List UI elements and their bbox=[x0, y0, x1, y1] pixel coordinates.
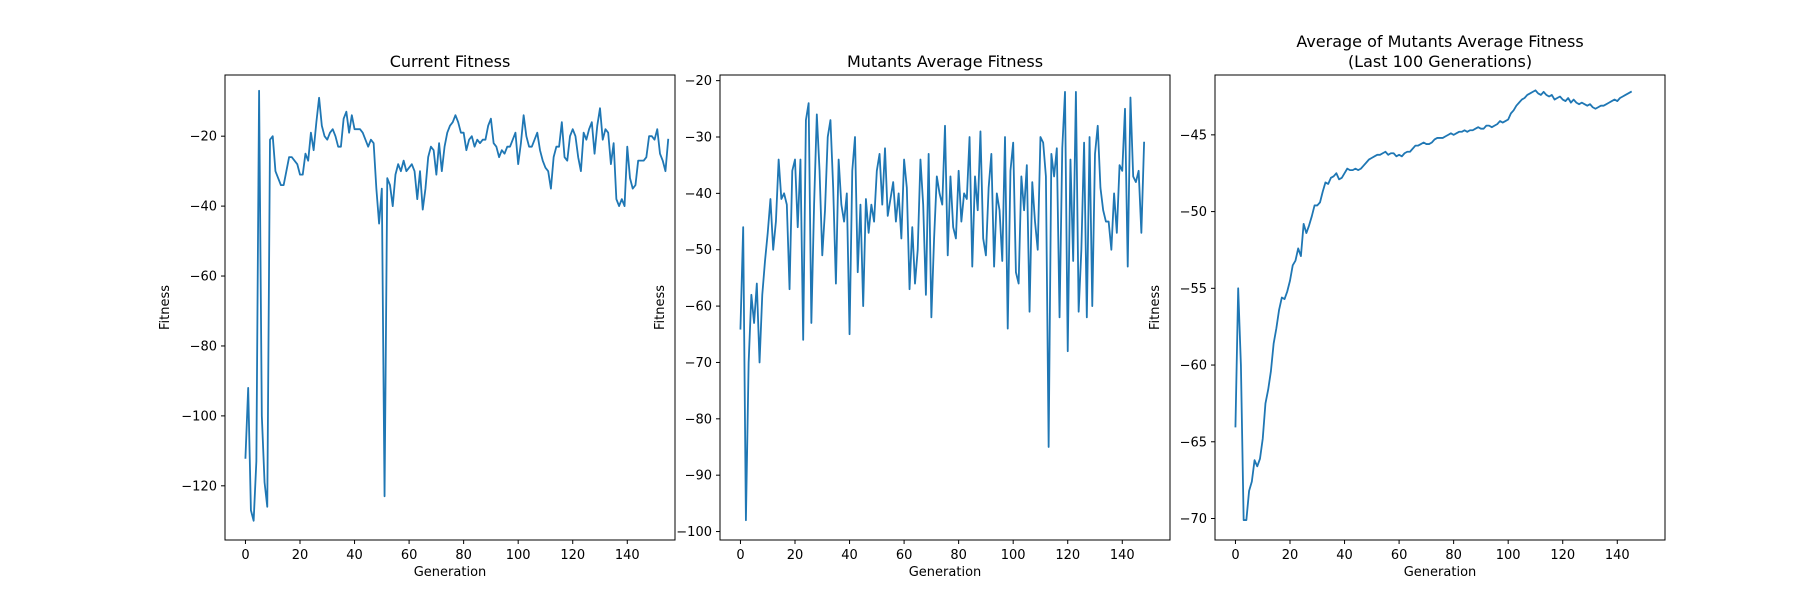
x-tick-label: 120 bbox=[1055, 548, 1080, 563]
y-tick-label: −100 bbox=[676, 525, 712, 540]
y-axis-label: Fitness bbox=[653, 285, 668, 330]
x-axis-label: Generation bbox=[909, 565, 982, 580]
x-tick-label: 100 bbox=[1001, 548, 1026, 563]
panel-current-fitness: 0 20 40 60 80 100 120 140 −120 −100 −80 −60 −40 −20 Ge… bbox=[158, 52, 676, 580]
y-tick-label: −100 bbox=[181, 409, 217, 424]
y-axis-label: Fitness bbox=[1148, 285, 1163, 330]
x-tick-label: 0 bbox=[1231, 548, 1239, 563]
x-tick-label: 60 bbox=[401, 548, 418, 563]
y-tick-label: −40 bbox=[685, 187, 712, 202]
chart-title: Average of Mutants Average Fitness (Last … bbox=[1296, 32, 1583, 71]
axes-frame bbox=[1214, 74, 1666, 541]
chart-title: Mutants Average Fitness bbox=[847, 52, 1043, 71]
x-tick-label: 60 bbox=[1391, 548, 1408, 563]
x-tick-label: 140 bbox=[615, 548, 640, 563]
panel-mutants-average-fitness: 0 20 40 60 80 100 120 140 −100 −90 −80 −70 −60 −50 −40… bbox=[653, 52, 1171, 580]
x-tick-label: 80 bbox=[950, 548, 967, 563]
y-tick-label: −60 bbox=[190, 270, 217, 285]
y-tick-label: −70 bbox=[1180, 512, 1207, 527]
y-tick-label: −40 bbox=[190, 200, 217, 215]
y-tick-label: −60 bbox=[685, 300, 712, 315]
y-tick-label: −45 bbox=[1180, 128, 1207, 143]
x-tick-label: 40 bbox=[346, 548, 363, 563]
x-tick-label: 40 bbox=[841, 548, 858, 563]
x-tick-label: 120 bbox=[1550, 548, 1575, 563]
y-tick-label: −50 bbox=[685, 243, 712, 258]
panel-average-of-mutants-average-fitness: 0 20 40 60 80 100 120 140 −70 −65 −60 −55 −50 −45 Gene… bbox=[1148, 32, 1666, 580]
x-tick-label: 20 bbox=[292, 548, 309, 563]
x-tick-label: 20 bbox=[1282, 548, 1299, 563]
x-tick-label: 60 bbox=[896, 548, 913, 563]
series-line bbox=[244, 89, 670, 522]
series-line bbox=[1234, 89, 1633, 521]
axes-frame bbox=[224, 74, 676, 541]
y-tick-label: −30 bbox=[685, 131, 712, 146]
y-axis-label: Fitness bbox=[158, 285, 173, 330]
chart-title: Current Fitness bbox=[390, 52, 511, 71]
y-tick-label: −20 bbox=[190, 130, 217, 145]
x-axis-label: Generation bbox=[414, 565, 487, 580]
series-line bbox=[739, 91, 1146, 522]
y-tick-label: −90 bbox=[685, 469, 712, 484]
x-tick-label: 0 bbox=[736, 548, 744, 563]
x-axis-label: Generation bbox=[1404, 565, 1477, 580]
x-tick-label: 100 bbox=[1496, 548, 1521, 563]
y-tick-label: −80 bbox=[190, 339, 217, 354]
y-tick-label: −120 bbox=[181, 479, 217, 494]
x-tick-label: 80 bbox=[1445, 548, 1462, 563]
x-tick-label: 140 bbox=[1110, 548, 1135, 563]
x-tick-label: 0 bbox=[241, 548, 249, 563]
x-tick-label: 120 bbox=[560, 548, 585, 563]
y-tick-label: −20 bbox=[685, 74, 712, 89]
y-tick-label: −55 bbox=[1180, 282, 1207, 297]
x-tick-label: 140 bbox=[1605, 548, 1630, 563]
y-tick-label: −80 bbox=[685, 412, 712, 427]
x-tick-label: 80 bbox=[455, 548, 472, 563]
y-tick-label: −65 bbox=[1180, 435, 1207, 450]
y-tick-label: −60 bbox=[1180, 359, 1207, 374]
axes-frame bbox=[719, 74, 1171, 541]
y-tick-label: −50 bbox=[1180, 205, 1207, 220]
y-tick-label: −70 bbox=[685, 356, 712, 371]
x-tick-label: 100 bbox=[506, 548, 531, 563]
x-tick-label: 20 bbox=[787, 548, 804, 563]
x-tick-label: 40 bbox=[1336, 548, 1353, 563]
